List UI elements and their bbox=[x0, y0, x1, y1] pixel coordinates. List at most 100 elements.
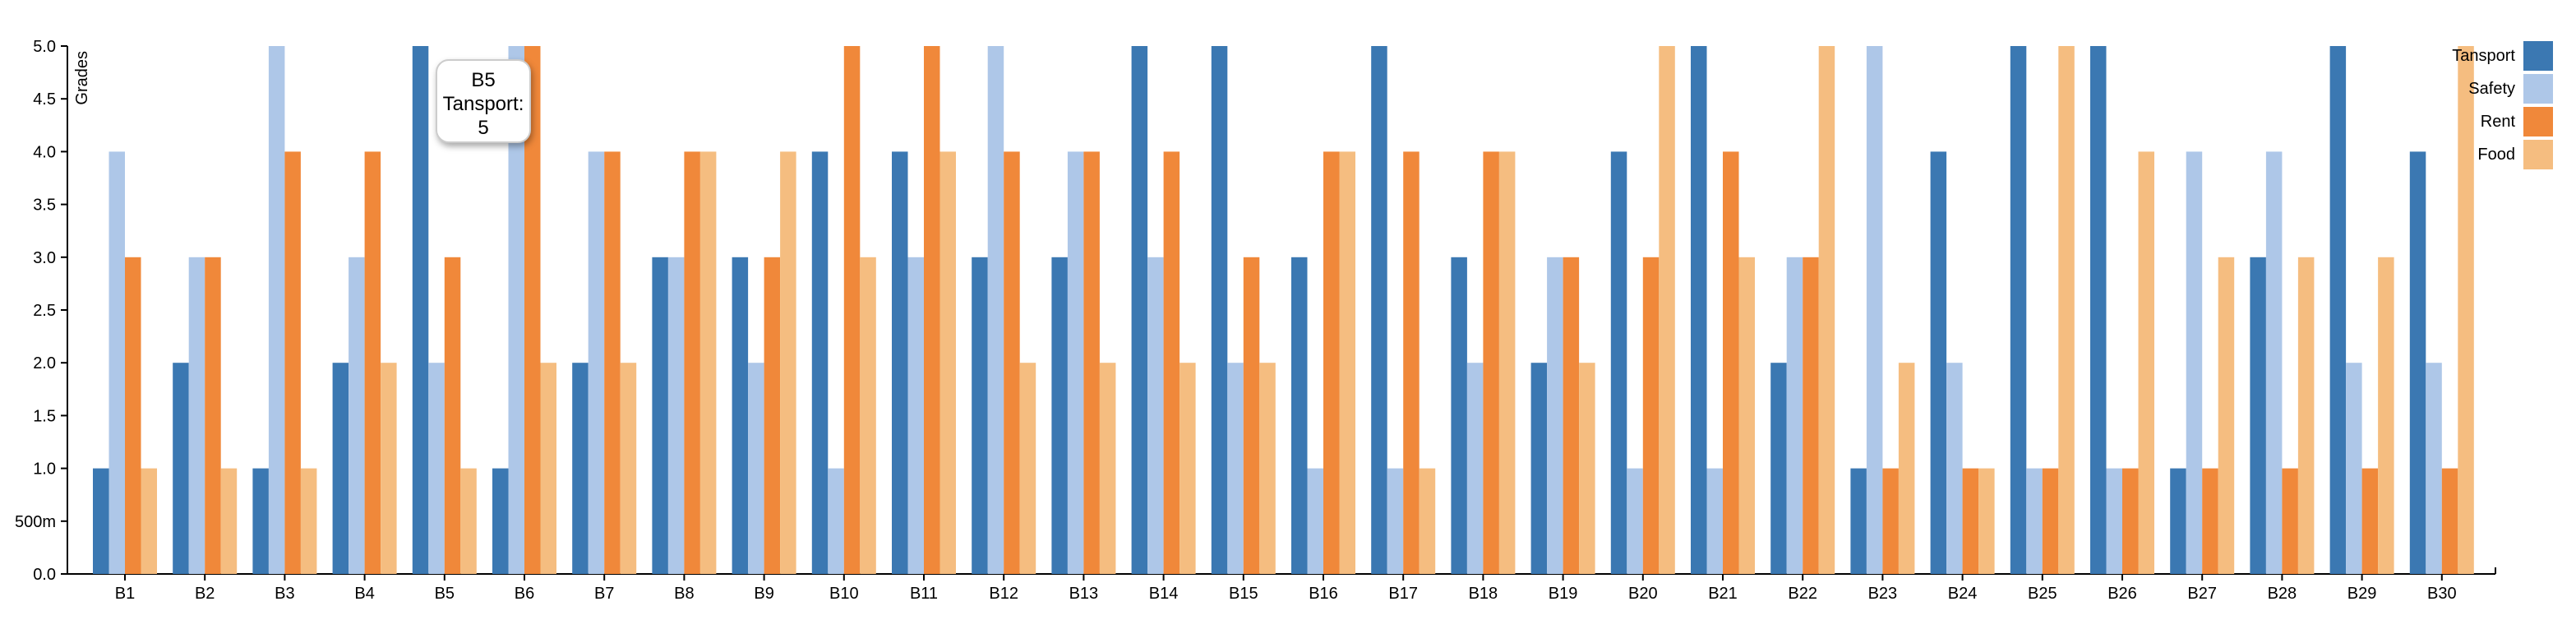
bar-B16-safety[interactable] bbox=[1307, 468, 1324, 574]
bar-B23-tansport[interactable] bbox=[1850, 468, 1867, 574]
bar-B14-safety[interactable] bbox=[1147, 257, 1164, 574]
bar-B28-rent[interactable] bbox=[2282, 468, 2298, 574]
bar-B19-safety[interactable] bbox=[1547, 257, 1563, 574]
bar-B15-rent[interactable] bbox=[1243, 257, 1260, 574]
bar-B10-tansport[interactable] bbox=[811, 151, 829, 574]
bar-B16-food[interactable] bbox=[1339, 151, 1356, 574]
bar-B4-food[interactable] bbox=[381, 363, 397, 574]
bar-B2-tansport[interactable] bbox=[173, 363, 189, 574]
bar-B23-rent[interactable] bbox=[1882, 468, 1899, 574]
bar-B3-safety[interactable] bbox=[268, 46, 285, 574]
bar-B17-food[interactable] bbox=[1419, 468, 1436, 574]
bar-B6-rent[interactable] bbox=[524, 46, 541, 574]
bar-B5-tansport[interactable] bbox=[412, 46, 429, 574]
bar-B30-rent[interactable] bbox=[2441, 468, 2458, 574]
bar-B25-tansport[interactable] bbox=[2010, 46, 2027, 574]
bar-B28-safety[interactable] bbox=[2265, 151, 2283, 574]
bar-B26-rent[interactable] bbox=[2122, 468, 2139, 574]
bar-B21-safety[interactable] bbox=[1706, 468, 1724, 574]
bar-B14-food[interactable] bbox=[1180, 363, 1196, 574]
bar-B7-tansport[interactable] bbox=[572, 363, 589, 574]
bar-B1-safety[interactable] bbox=[108, 151, 126, 574]
bar-B3-tansport[interactable] bbox=[252, 468, 269, 574]
bar-B25-food[interactable] bbox=[2058, 46, 2075, 574]
bar-B27-safety[interactable] bbox=[2186, 151, 2203, 574]
bar-B6-safety[interactable] bbox=[508, 46, 525, 574]
bar-B12-food[interactable] bbox=[1019, 363, 1036, 574]
bar-B28-tansport[interactable] bbox=[2250, 257, 2266, 574]
bar-B9-tansport[interactable] bbox=[732, 257, 749, 574]
bar-B10-food[interactable] bbox=[860, 257, 876, 574]
bar-B18-tansport[interactable] bbox=[1451, 257, 1467, 574]
bar-B17-safety[interactable] bbox=[1387, 468, 1404, 574]
bar-B23-safety[interactable] bbox=[1866, 46, 1883, 574]
bar-B8-safety[interactable] bbox=[667, 257, 685, 574]
bar-B17-tansport[interactable] bbox=[1371, 46, 1387, 574]
bar-B29-food[interactable] bbox=[2378, 257, 2394, 574]
bar-B5-safety[interactable] bbox=[428, 363, 445, 574]
bar-B18-rent[interactable] bbox=[1483, 151, 1499, 574]
bar-B29-tansport[interactable] bbox=[2329, 46, 2347, 574]
bar-B15-safety[interactable] bbox=[1227, 363, 1244, 574]
bar-B26-safety[interactable] bbox=[2106, 468, 2123, 574]
bar-B4-safety[interactable] bbox=[349, 257, 365, 574]
bar-B22-food[interactable] bbox=[1818, 46, 1835, 574]
bar-B2-rent[interactable] bbox=[205, 257, 221, 574]
bar-B20-food[interactable] bbox=[1659, 46, 1675, 574]
bar-B5-food[interactable] bbox=[460, 468, 477, 574]
bar-B1-tansport[interactable] bbox=[93, 468, 109, 574]
bar-B27-food[interactable] bbox=[2218, 257, 2235, 574]
bar-B19-food[interactable] bbox=[1579, 363, 1595, 574]
bar-B16-tansport[interactable] bbox=[1291, 257, 1308, 574]
bar-B21-rent[interactable] bbox=[1723, 151, 1739, 574]
bar-B13-safety[interactable] bbox=[1067, 151, 1084, 574]
bar-B6-food[interactable] bbox=[540, 363, 557, 574]
bar-B1-rent[interactable] bbox=[125, 257, 141, 574]
bar-B15-food[interactable] bbox=[1259, 363, 1276, 574]
bar-B2-safety[interactable] bbox=[188, 257, 205, 574]
bar-B13-food[interactable] bbox=[1099, 363, 1116, 574]
bar-B9-rent[interactable] bbox=[764, 257, 781, 574]
bar-B11-tansport[interactable] bbox=[892, 151, 908, 574]
bar-B26-food[interactable] bbox=[2138, 151, 2155, 574]
bar-B17-rent[interactable] bbox=[1403, 151, 1420, 574]
bar-B9-food[interactable] bbox=[780, 151, 796, 574]
bar-B3-food[interactable] bbox=[300, 468, 317, 574]
bar-B16-rent[interactable] bbox=[1323, 151, 1340, 574]
bar-B25-safety[interactable] bbox=[2026, 468, 2043, 574]
bar-B12-safety[interactable] bbox=[987, 46, 1004, 574]
bar-B11-safety[interactable] bbox=[907, 257, 925, 574]
bar-B7-rent[interactable] bbox=[604, 151, 621, 574]
bar-B30-food[interactable] bbox=[2458, 46, 2474, 574]
bar-B14-tansport[interactable] bbox=[1131, 46, 1148, 574]
bar-B24-tansport[interactable] bbox=[1930, 151, 1947, 574]
bar-B24-rent[interactable] bbox=[1962, 468, 1979, 574]
bar-B12-tansport[interactable] bbox=[972, 257, 988, 574]
bar-B7-safety[interactable] bbox=[588, 151, 605, 574]
bar-B27-tansport[interactable] bbox=[2170, 468, 2186, 574]
bar-B1-food[interactable] bbox=[141, 468, 158, 574]
bar-B21-tansport[interactable] bbox=[1691, 46, 1707, 574]
bar-B18-food[interactable] bbox=[1498, 151, 1516, 574]
bar-B22-tansport[interactable] bbox=[1770, 363, 1787, 574]
bar-B29-safety[interactable] bbox=[2346, 363, 2362, 574]
bar-B12-rent[interactable] bbox=[1004, 151, 1020, 574]
bar-B13-tansport[interactable] bbox=[1051, 257, 1068, 574]
bar-B20-tansport[interactable] bbox=[1610, 151, 1627, 574]
bar-B21-food[interactable] bbox=[1738, 257, 1756, 574]
bar-B24-food[interactable] bbox=[1978, 468, 1995, 574]
bar-B28-food[interactable] bbox=[2297, 257, 2315, 574]
bar-B14-rent[interactable] bbox=[1163, 151, 1180, 574]
bar-B8-rent[interactable] bbox=[684, 151, 700, 574]
bar-B20-safety[interactable] bbox=[1627, 468, 1643, 574]
bar-B15-tansport[interactable] bbox=[1211, 46, 1228, 574]
bar-B4-rent[interactable] bbox=[364, 151, 381, 574]
bar-B24-safety[interactable] bbox=[1946, 363, 1963, 574]
bar-B11-food[interactable] bbox=[939, 151, 957, 574]
bar-B20-rent[interactable] bbox=[1642, 257, 1660, 574]
bar-B23-food[interactable] bbox=[1898, 363, 1915, 574]
bar-B18-safety[interactable] bbox=[1466, 363, 1484, 574]
bar-B7-food[interactable] bbox=[620, 363, 637, 574]
bar-B29-rent[interactable] bbox=[2361, 468, 2379, 574]
bar-B8-tansport[interactable] bbox=[652, 257, 668, 574]
